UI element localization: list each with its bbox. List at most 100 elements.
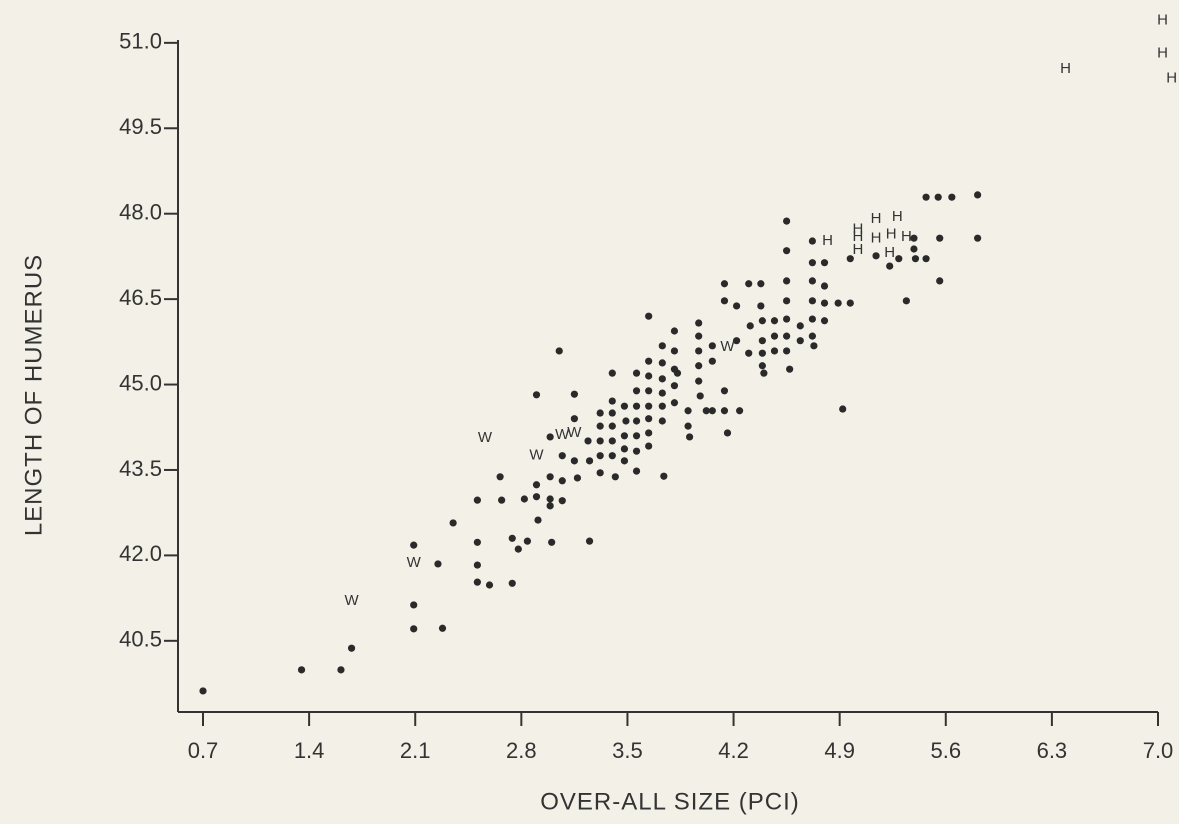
point bbox=[934, 193, 942, 201]
point bbox=[297, 666, 306, 674]
point bbox=[670, 327, 679, 335]
point bbox=[473, 538, 481, 546]
point bbox=[736, 407, 744, 415]
y-tick-label: 42.0 bbox=[119, 541, 162, 566]
point bbox=[902, 297, 910, 305]
point bbox=[596, 469, 604, 477]
point bbox=[820, 299, 829, 307]
point bbox=[745, 349, 753, 357]
point bbox=[532, 391, 541, 399]
letter-point: H bbox=[892, 208, 903, 225]
point bbox=[820, 259, 829, 267]
letter-point: H bbox=[852, 228, 863, 245]
point bbox=[410, 625, 418, 633]
point bbox=[632, 387, 641, 395]
point bbox=[770, 317, 779, 325]
point bbox=[532, 493, 541, 501]
letter-point: W bbox=[567, 424, 582, 441]
point bbox=[573, 474, 582, 482]
point bbox=[508, 579, 516, 587]
letter-point: H bbox=[822, 232, 833, 249]
point bbox=[645, 402, 653, 410]
letter-point: W bbox=[529, 447, 544, 464]
point bbox=[584, 437, 592, 445]
point bbox=[936, 277, 944, 285]
point bbox=[534, 516, 542, 524]
y-tick-label: 48.0 bbox=[119, 200, 162, 225]
point bbox=[974, 234, 982, 242]
x-tick-label: 5.6 bbox=[930, 738, 961, 763]
point bbox=[449, 519, 457, 527]
point bbox=[608, 422, 616, 430]
point bbox=[974, 191, 982, 199]
point bbox=[645, 442, 653, 450]
point bbox=[720, 280, 729, 288]
point bbox=[846, 299, 854, 307]
letter-point: H bbox=[852, 221, 863, 238]
point bbox=[723, 429, 732, 437]
point bbox=[770, 347, 779, 355]
point bbox=[570, 415, 578, 423]
point bbox=[546, 495, 554, 503]
y-tick-label: 49.5 bbox=[119, 114, 162, 139]
x-tick-label: 3.5 bbox=[612, 738, 643, 763]
point bbox=[410, 601, 418, 609]
point bbox=[555, 347, 563, 355]
point bbox=[608, 397, 616, 405]
point bbox=[808, 315, 816, 323]
x-tick-label: 2.1 bbox=[400, 738, 431, 763]
point bbox=[922, 255, 930, 263]
point bbox=[532, 481, 541, 489]
point bbox=[658, 375, 666, 383]
point bbox=[745, 280, 753, 288]
point bbox=[473, 561, 481, 569]
point bbox=[410, 541, 418, 549]
point bbox=[783, 332, 791, 340]
point bbox=[696, 392, 704, 400]
y-tick-label: 40.5 bbox=[119, 627, 162, 652]
point bbox=[558, 497, 566, 505]
point bbox=[570, 390, 578, 398]
point bbox=[608, 369, 616, 377]
letter-point: W bbox=[407, 554, 422, 571]
point bbox=[910, 234, 918, 242]
point bbox=[684, 407, 692, 415]
point bbox=[783, 247, 791, 255]
point bbox=[758, 337, 766, 345]
point bbox=[872, 252, 880, 260]
point bbox=[732, 337, 741, 345]
point bbox=[620, 432, 629, 440]
point bbox=[820, 282, 829, 290]
letter-point: H bbox=[1157, 12, 1168, 29]
letter-point: H bbox=[1166, 70, 1177, 87]
letter-point: H bbox=[886, 226, 897, 243]
point bbox=[596, 437, 604, 445]
point bbox=[695, 347, 703, 355]
point bbox=[760, 369, 768, 377]
point bbox=[570, 457, 578, 465]
point bbox=[810, 342, 818, 350]
point bbox=[632, 447, 641, 455]
letter-point: H bbox=[1060, 60, 1071, 77]
x-tick-label: 2.8 bbox=[506, 738, 537, 763]
point bbox=[585, 457, 594, 465]
point bbox=[708, 342, 716, 350]
point bbox=[783, 277, 791, 285]
letter-point: H bbox=[1157, 45, 1168, 62]
point bbox=[839, 405, 847, 413]
point bbox=[808, 277, 816, 285]
point bbox=[708, 357, 716, 365]
point bbox=[757, 302, 765, 310]
point bbox=[620, 445, 629, 453]
x-tick-label: 7.0 bbox=[1143, 738, 1174, 763]
point bbox=[948, 193, 956, 201]
point bbox=[808, 332, 816, 340]
point bbox=[438, 624, 447, 632]
point bbox=[632, 369, 641, 377]
y-tick-label: 51.0 bbox=[119, 29, 162, 54]
point bbox=[808, 237, 816, 245]
point bbox=[910, 245, 918, 253]
x-axis-title: OVER-ALL SIZE (PCI) bbox=[540, 788, 800, 815]
point bbox=[645, 387, 653, 395]
